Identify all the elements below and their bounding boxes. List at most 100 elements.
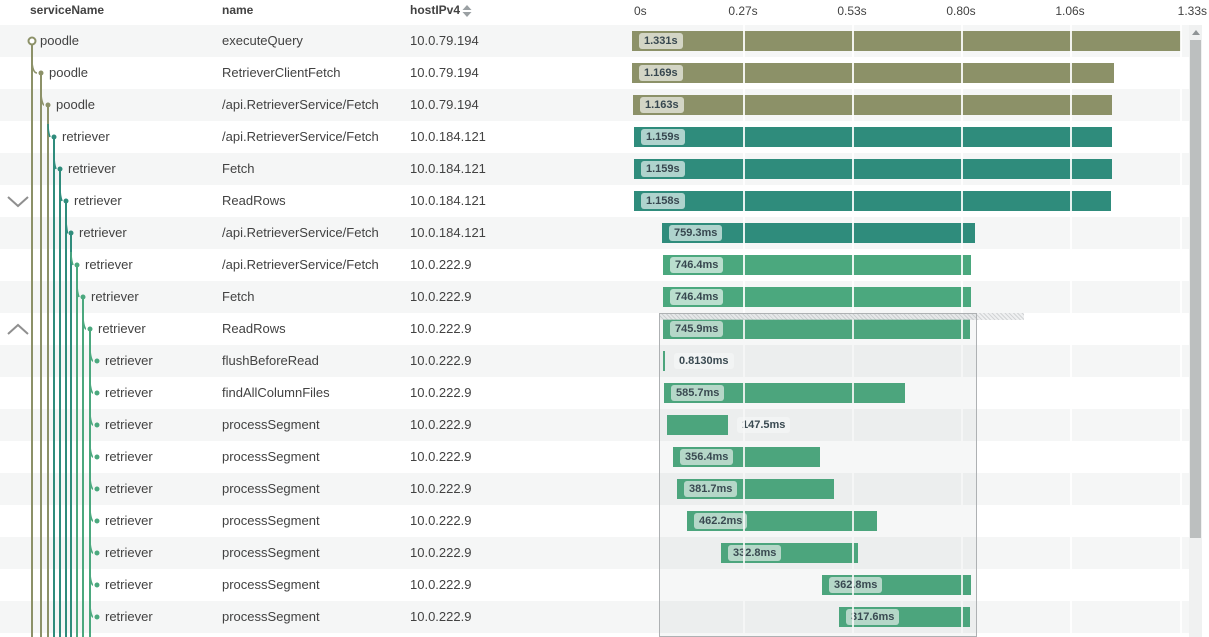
duration-bar[interactable] [634, 191, 1111, 211]
trace-row[interactable]: retriever flushBeforeRead 10.0.222.9 0.8… [0, 345, 1189, 377]
host-ipv4-cell: 10.0.222.9 [410, 321, 472, 336]
axis-tick-label: 1.33s [1177, 4, 1207, 18]
duration-badge: 585.7ms [671, 385, 725, 401]
chevron-up-icon[interactable] [6, 322, 30, 336]
column-header-name[interactable]: name [222, 3, 254, 17]
duration-badge: 381.7ms [684, 481, 738, 497]
host-ipv4-cell: 10.0.79.194 [410, 33, 479, 48]
trace-row[interactable]: retriever processSegment 10.0.222.9 356.… [0, 441, 1189, 473]
host-ipv4-cell: 10.0.222.9 [410, 417, 472, 432]
axis-tick-label: 0.53s [837, 4, 867, 18]
trace-row[interactable]: retriever /api.RetrieverService/Fetch 10… [0, 249, 1189, 281]
host-ipv4-cell: 10.0.222.9 [410, 513, 472, 528]
host-ipv4-cell: 10.0.184.121 [410, 129, 486, 144]
span-name-cell: findAllColumnFiles [222, 385, 330, 400]
axis-tick-label: 1.06s [1055, 4, 1085, 18]
duration-badge: 0.8130ms [674, 353, 734, 369]
duration-bar[interactable] [663, 319, 970, 339]
host-ipv4-cell: 10.0.184.121 [410, 161, 486, 176]
host-ipv4-cell: 10.0.222.9 [410, 609, 472, 624]
duration-badge: 1.331s [639, 33, 683, 49]
duration-badge: 746.4ms [670, 257, 724, 273]
service-name-cell: retriever [91, 289, 139, 304]
service-name-cell: retriever [74, 193, 122, 208]
duration-badge: 147.5ms [737, 417, 791, 433]
sort-icon[interactable] [461, 4, 473, 18]
duration-bar[interactable] [634, 127, 1112, 147]
trace-row[interactable]: retriever processSegment 10.0.222.9 147.… [0, 409, 1189, 441]
column-header-hostipv4[interactable]: hostIPv4 [410, 3, 461, 17]
trace-row[interactable]: poodle RetrieverClientFetch 10.0.79.194 … [0, 57, 1189, 89]
host-ipv4-cell: 10.0.222.9 [410, 385, 472, 400]
duration-badge: 759.3ms [669, 225, 723, 241]
trace-row[interactable]: retriever processSegment 10.0.222.9 362.… [0, 569, 1189, 601]
span-name-cell: Fetch [222, 289, 255, 304]
trace-row[interactable]: retriever processSegment 10.0.222.9 332.… [0, 537, 1189, 569]
trace-row[interactable]: retriever processSegment 10.0.222.9 381.… [0, 473, 1189, 505]
duration-badge: 1.159s [641, 129, 685, 145]
service-name-cell: retriever [98, 321, 146, 336]
trace-row[interactable]: retriever processSegment 10.0.222.9 462.… [0, 505, 1189, 537]
duration-bar[interactable] [664, 383, 905, 403]
duration-bar[interactable] [633, 95, 1112, 115]
service-name-cell: retriever [62, 129, 110, 144]
span-name-cell: /api.RetrieverService/Fetch [222, 129, 379, 144]
scrollbar-thumb[interactable] [1190, 40, 1201, 538]
host-ipv4-cell: 10.0.222.9 [410, 289, 472, 304]
trace-row[interactable]: retriever /api.RetrieverService/Fetch 10… [0, 121, 1189, 153]
span-name-cell: processSegment [222, 577, 320, 592]
duration-bar[interactable] [632, 63, 1114, 83]
span-name-cell: processSegment [222, 545, 320, 560]
column-header-servicename[interactable]: serviceName [30, 3, 105, 17]
service-name-cell: retriever [105, 577, 153, 592]
span-name-cell: RetrieverClientFetch [222, 65, 341, 80]
service-name-cell: retriever [105, 385, 153, 400]
selection-overlay-hatch [659, 313, 1024, 320]
duration-badge: 746.4ms [670, 289, 724, 305]
span-name-cell: processSegment [222, 417, 320, 432]
chevron-down-icon[interactable] [6, 194, 30, 208]
trace-row[interactable]: retriever Fetch 10.0.184.121 1.159s [0, 153, 1189, 185]
host-ipv4-cell: 10.0.222.9 [410, 481, 472, 496]
host-ipv4-cell: 10.0.79.194 [410, 97, 479, 112]
trace-row[interactable]: retriever ReadRows 10.0.184.121 1.158s [0, 185, 1189, 217]
trace-row[interactable]: retriever findAllColumnFiles 10.0.222.9 … [0, 377, 1189, 409]
service-name-cell: retriever [105, 545, 153, 560]
duration-badge: 1.163s [640, 97, 684, 113]
host-ipv4-cell: 10.0.222.9 [410, 257, 472, 272]
duration-bar[interactable] [632, 31, 1181, 51]
service-name-cell: retriever [105, 609, 153, 624]
host-ipv4-cell: 10.0.184.121 [410, 225, 486, 240]
duration-bar[interactable] [662, 223, 975, 243]
duration-bar[interactable] [663, 351, 665, 371]
duration-badge: 317.6ms [846, 609, 900, 625]
duration-badge: 1.158s [641, 193, 685, 209]
span-name-cell: executeQuery [222, 33, 303, 48]
axis-tick-label: 0s [634, 4, 647, 18]
trace-row[interactable]: retriever Fetch 10.0.222.9 746.4ms [0, 281, 1189, 313]
span-name-cell: ReadRows [222, 321, 286, 336]
host-ipv4-cell: 10.0.184.121 [410, 193, 486, 208]
trace-row[interactable]: poodle /api.RetrieverService/Fetch 10.0.… [0, 89, 1189, 121]
selection-overlay-box[interactable] [659, 313, 977, 637]
service-name-cell: poodle [56, 97, 96, 112]
duration-bar[interactable] [634, 159, 1112, 179]
duration-bar[interactable] [663, 255, 971, 275]
service-name-cell: poodle [40, 33, 80, 48]
span-name-cell: processSegment [222, 449, 320, 464]
duration-bar[interactable] [667, 415, 728, 435]
axis-tick-label: 0.27s [728, 4, 758, 18]
axis-tick-label: 0.80s [946, 4, 976, 18]
duration-bar[interactable] [663, 287, 971, 307]
trace-row[interactable]: retriever processSegment 10.0.222.9 317.… [0, 601, 1189, 633]
host-ipv4-cell: 10.0.222.9 [410, 577, 472, 592]
host-ipv4-cell: 10.0.222.9 [410, 449, 472, 464]
span-name-cell: ReadRows [222, 193, 286, 208]
host-ipv4-cell: 10.0.79.194 [410, 65, 479, 80]
trace-row[interactable]: retriever ReadRows 10.0.222.9 745.9ms [0, 313, 1189, 345]
scrollbar-up-arrow-icon[interactable] [1192, 30, 1200, 35]
duration-badge: 1.169s [639, 65, 683, 81]
trace-row[interactable]: poodle executeQuery 10.0.79.194 1.331s [0, 25, 1189, 57]
trace-row[interactable]: retriever /api.RetrieverService/Fetch 10… [0, 217, 1189, 249]
